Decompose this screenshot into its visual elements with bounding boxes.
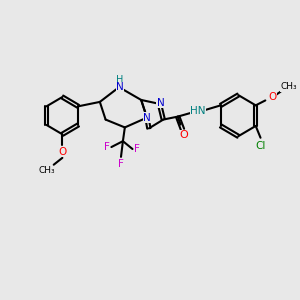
Text: F: F — [118, 159, 124, 169]
Text: H: H — [116, 75, 124, 85]
Text: N: N — [116, 82, 124, 92]
Text: N: N — [143, 112, 151, 123]
Text: Cl: Cl — [255, 141, 266, 151]
Text: O: O — [58, 147, 67, 157]
Text: HN: HN — [190, 106, 206, 116]
Text: O: O — [179, 130, 188, 140]
Text: CH₃: CH₃ — [39, 166, 55, 175]
Text: CH₃: CH₃ — [280, 82, 297, 91]
Text: F: F — [134, 144, 140, 154]
Text: O: O — [268, 92, 276, 103]
Text: N: N — [157, 98, 164, 108]
Text: F: F — [103, 142, 109, 152]
